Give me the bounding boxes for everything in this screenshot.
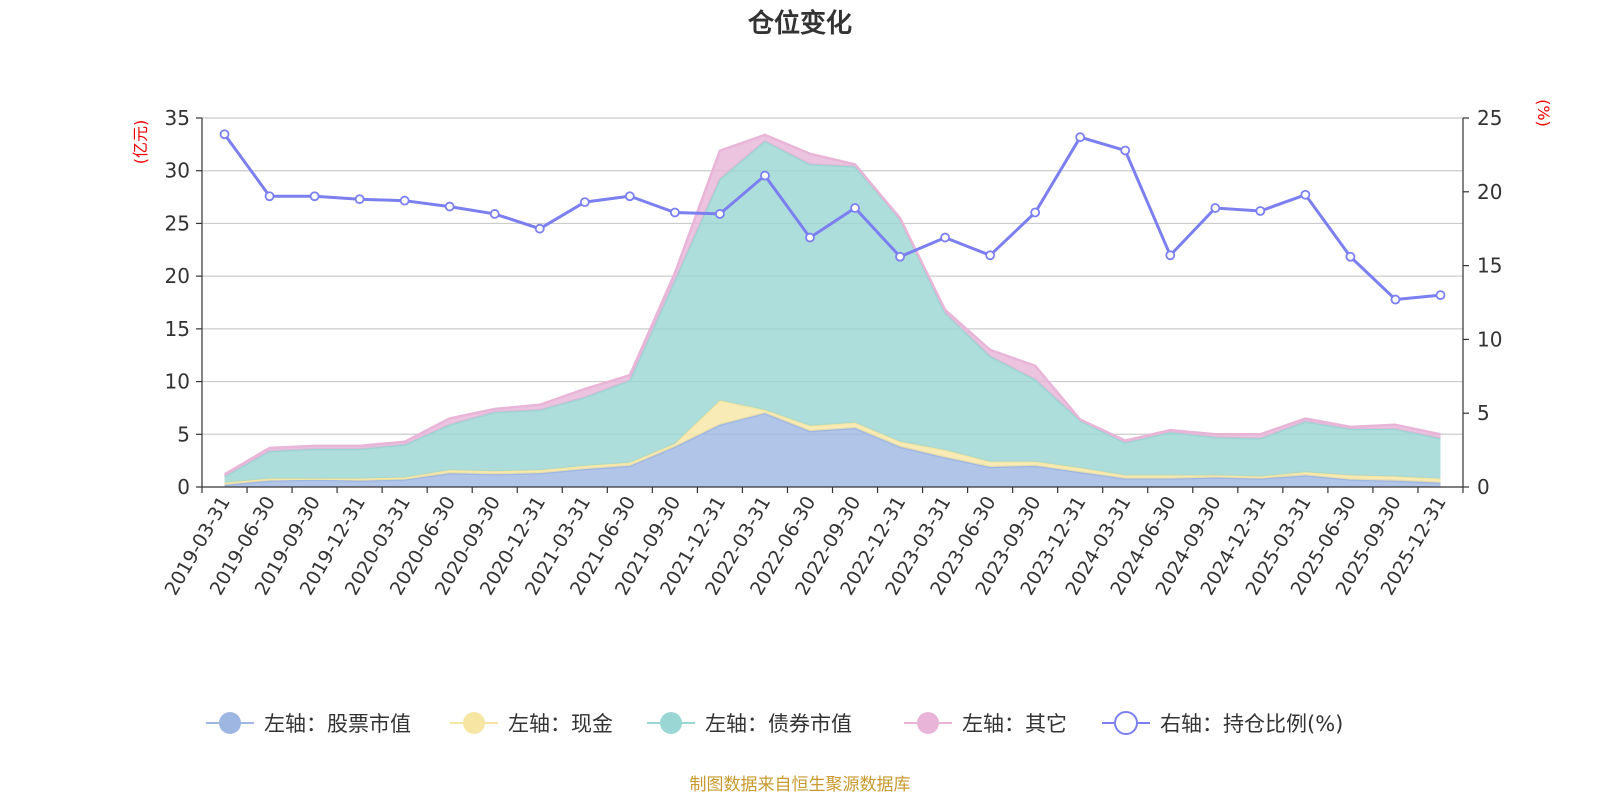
left-tick-label: 5 [177, 422, 190, 446]
data-source-note: 制图数据来自恒生聚源数据库 [690, 775, 911, 795]
legend-label: 左轴：债券市值 [705, 712, 852, 736]
right-tick-label: 5 [1477, 401, 1490, 425]
ratio-point [715, 209, 725, 219]
ratio-point [1030, 207, 1041, 218]
ratio-point [579, 197, 590, 208]
legend: 左轴：股票市值 左轴：现金 左轴：债券市值 左轴：其它 右轴：持仓比例(%) [206, 711, 1343, 736]
ratio-point [444, 201, 455, 212]
area-series-1 [224, 413, 1441, 487]
ratio-point [264, 191, 275, 202]
left-axis-unit: (亿元) [131, 120, 150, 165]
ratio-point [399, 195, 410, 206]
ratio-point [489, 209, 500, 219]
ratio-point [895, 251, 905, 262]
left-tick-label: 15 [165, 317, 190, 341]
right-tick-label: 25 [1477, 106, 1502, 130]
ratio-point [1210, 203, 1221, 213]
right-tick-label: 20 [1477, 180, 1502, 204]
ratio-point [1345, 251, 1356, 262]
left-tick-label: 25 [165, 211, 190, 235]
legend-marker [660, 712, 682, 734]
legend-label: 左轴：其它 [962, 712, 1067, 736]
ratio-point [534, 223, 545, 234]
area-series-2 [224, 400, 1441, 485]
legend-label: 右轴：持仓比例(%) [1160, 712, 1343, 736]
ratio-point [669, 207, 680, 218]
ratio-point [219, 129, 230, 140]
left-tick-label: 20 [165, 264, 190, 288]
chart-title: 仓位变化 [747, 8, 852, 39]
ratio-point [1075, 132, 1086, 143]
area-series-3 [224, 141, 1441, 483]
right-tick-label: 10 [1477, 327, 1502, 351]
ratio-point [985, 250, 996, 261]
legend-marker [219, 712, 241, 734]
ratio-line [219, 129, 1446, 305]
ratio-point [760, 170, 770, 181]
ratio-point [624, 191, 635, 202]
legend-marker [917, 712, 939, 734]
ratio-point [940, 232, 950, 243]
ratio-point [1435, 290, 1446, 301]
legend-item: 左轴：股票市值 [206, 712, 411, 736]
right-tick-label: 15 [1477, 254, 1502, 278]
legend-marker [463, 712, 485, 734]
ratio-point [1300, 189, 1311, 200]
ratio-point [1120, 145, 1131, 156]
legend-item: 左轴：现金 [450, 712, 613, 736]
area-edge-series-4 [223, 133, 1441, 476]
ratio-point [309, 191, 320, 202]
legend-item: 左轴：其它 [904, 712, 1067, 736]
ratio-point [1165, 250, 1176, 261]
legend-item: 左轴：债券市值 [647, 712, 852, 736]
legend-label: 左轴：股票市值 [264, 712, 411, 736]
legend-item: 右轴：持仓比例(%) [1102, 711, 1343, 736]
left-tick-label: 30 [165, 159, 190, 183]
right-tick-label: 0 [1477, 475, 1490, 499]
stacked-areas [223, 133, 1441, 487]
ratio-point [354, 194, 365, 205]
ratio-point [1390, 294, 1401, 305]
right-axis-unit: (%) [1534, 99, 1553, 127]
left-tick-label: 0 [177, 475, 190, 499]
legend-label: 左轴：现金 [508, 712, 613, 736]
left-tick-label: 10 [165, 370, 190, 394]
ratio-point [1255, 206, 1266, 216]
ratio-line-path [223, 133, 1441, 302]
legend-marker [1114, 711, 1138, 735]
ratio-point [850, 203, 860, 213]
ratio-point [805, 232, 815, 243]
left-tick-label: 35 [165, 106, 190, 130]
